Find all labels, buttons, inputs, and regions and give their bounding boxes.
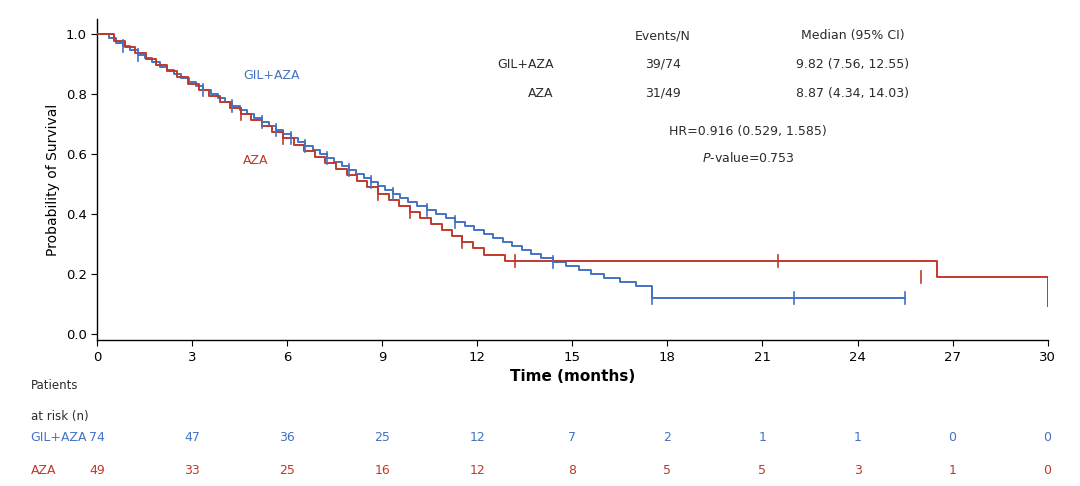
Text: 9.82 (7.56, 12.55): 9.82 (7.56, 12.55): [796, 58, 909, 71]
Text: 12: 12: [470, 464, 485, 477]
Text: AZA: AZA: [528, 87, 553, 100]
Text: 1: 1: [948, 464, 957, 477]
Text: 1: 1: [853, 432, 862, 445]
Text: 2: 2: [663, 432, 672, 445]
Text: 39/74: 39/74: [645, 58, 680, 71]
Y-axis label: Probability of Survival: Probability of Survival: [46, 104, 60, 256]
Text: 0: 0: [948, 432, 957, 445]
Text: 7: 7: [568, 432, 577, 445]
Text: 0: 0: [1043, 464, 1052, 477]
Text: at risk (n): at risk (n): [30, 410, 89, 423]
Text: 49: 49: [90, 464, 105, 477]
Text: 12: 12: [470, 432, 485, 445]
Text: 3: 3: [853, 464, 862, 477]
Text: 47: 47: [185, 432, 200, 445]
Text: Patients: Patients: [30, 379, 78, 392]
Text: 5: 5: [663, 464, 672, 477]
Text: 36: 36: [280, 432, 295, 445]
Text: Median (95% CI): Median (95% CI): [801, 29, 905, 42]
Text: GIL+AZA: GIL+AZA: [497, 58, 553, 71]
Text: 25: 25: [375, 432, 390, 445]
Text: 25: 25: [280, 464, 295, 477]
Text: 8: 8: [568, 464, 577, 477]
Text: 74: 74: [90, 432, 105, 445]
Text: 33: 33: [185, 464, 200, 477]
Text: AZA: AZA: [30, 464, 56, 477]
Text: 8.87 (4.34, 14.03): 8.87 (4.34, 14.03): [796, 87, 909, 100]
Text: 31/49: 31/49: [645, 87, 680, 100]
X-axis label: Time (months): Time (months): [510, 369, 635, 384]
Text: 1: 1: [758, 432, 767, 445]
Text: HR=0.916 (0.529, 1.585): HR=0.916 (0.529, 1.585): [670, 125, 827, 139]
Text: Events/N: Events/N: [635, 29, 690, 42]
Text: $\it{P}$-value=0.753: $\it{P}$-value=0.753: [702, 151, 795, 165]
Text: GIL+AZA: GIL+AZA: [243, 69, 299, 83]
Text: GIL+AZA: GIL+AZA: [30, 432, 87, 445]
Text: 16: 16: [375, 464, 390, 477]
Text: 5: 5: [758, 464, 767, 477]
Text: 0: 0: [1043, 432, 1052, 445]
Text: AZA: AZA: [243, 155, 269, 167]
